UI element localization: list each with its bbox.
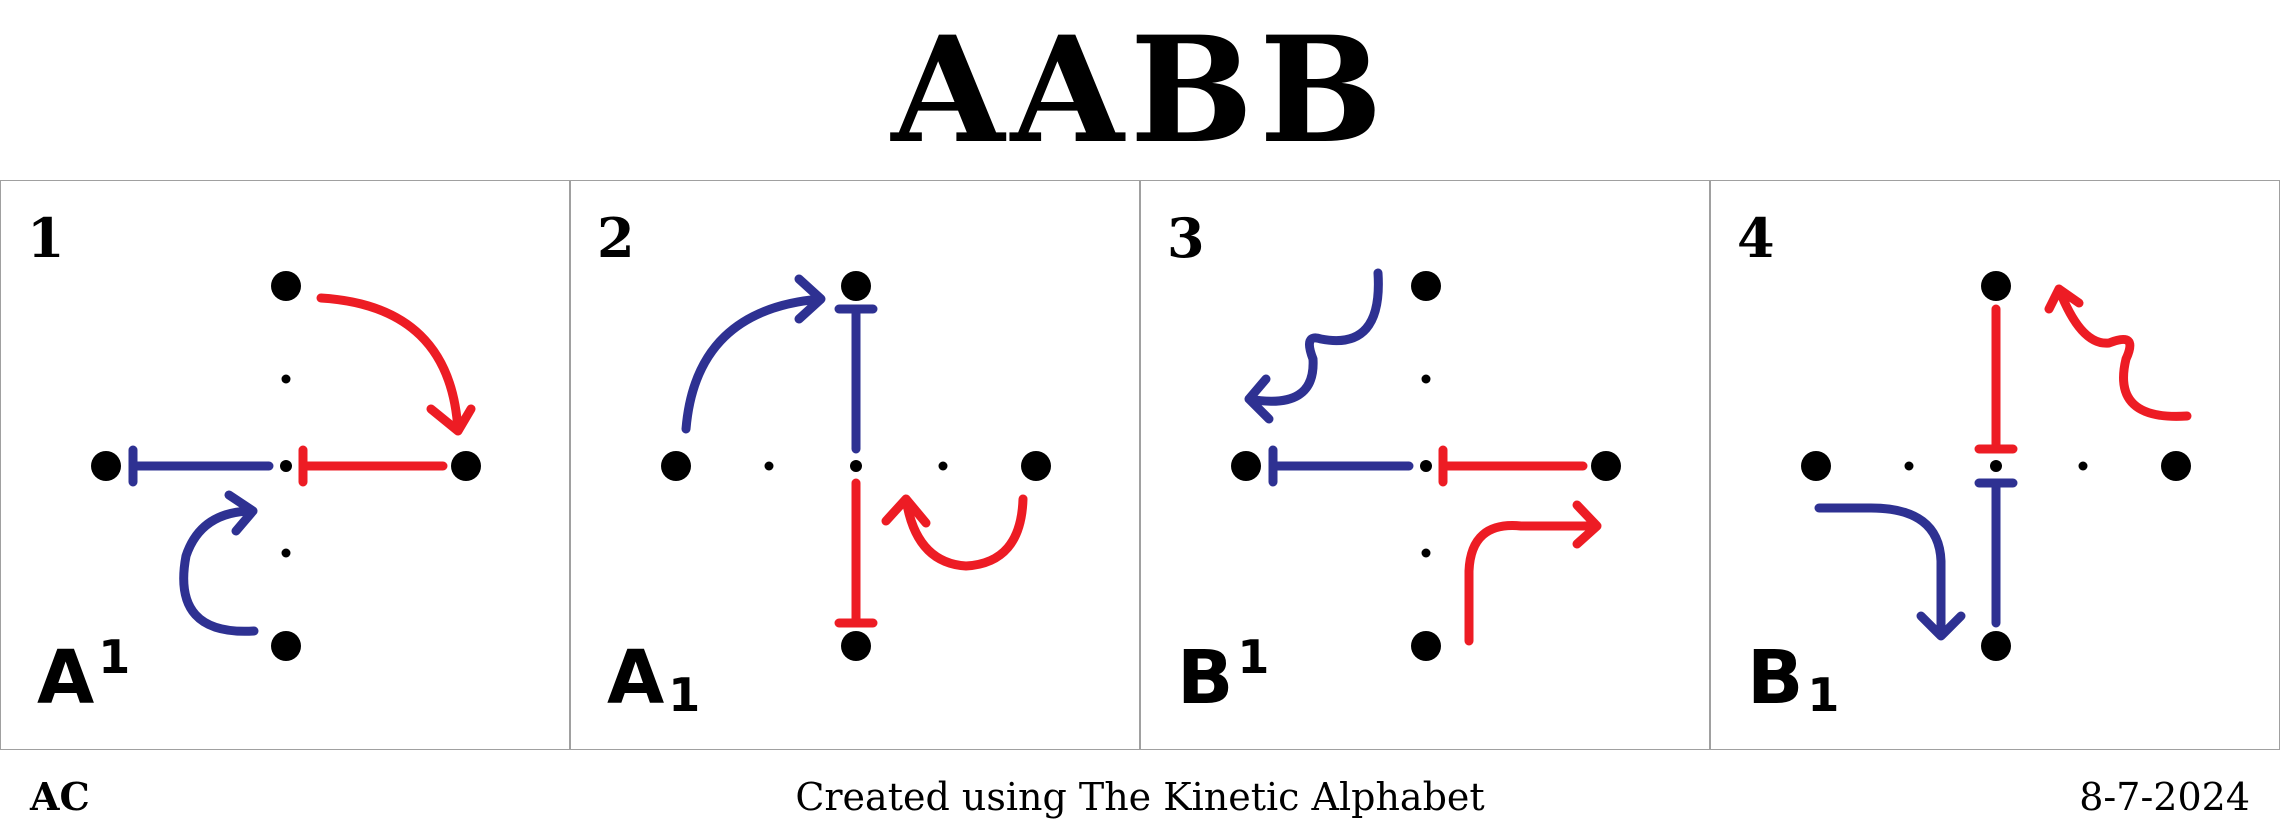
panel-1-diagram xyxy=(91,271,481,661)
blue-bar-up xyxy=(834,304,878,454)
red-bar-right xyxy=(298,445,448,487)
blue-bar-left xyxy=(1268,445,1414,487)
small-dot xyxy=(1421,374,1431,384)
dot-right xyxy=(2161,451,2191,481)
dot-top xyxy=(1981,271,2011,301)
small-dot xyxy=(1904,461,1914,471)
panel-letter: B xyxy=(1747,635,1804,721)
dot-bottom xyxy=(1981,631,2011,661)
panel-3-diagram xyxy=(1231,268,1621,661)
dot-center xyxy=(1420,460,1432,472)
panel-number: 1 xyxy=(27,206,65,270)
dot-left xyxy=(91,451,121,481)
dot-right xyxy=(1591,451,1621,481)
dot-right xyxy=(1021,451,1051,481)
dot-left xyxy=(1231,451,1261,481)
panel-label: A1 xyxy=(607,641,700,718)
small-dot xyxy=(764,461,774,471)
dot-bottom xyxy=(841,631,871,661)
panel-letter: A xyxy=(37,635,95,721)
small-dot xyxy=(1421,548,1431,558)
dot-bottom xyxy=(271,631,301,661)
red-wavy-arrow xyxy=(2044,284,2192,421)
dot-grid xyxy=(1801,271,2191,661)
credit-text: Created using The Kinetic Alphabet xyxy=(795,775,1485,819)
author-initials: AC xyxy=(30,774,90,819)
blue-wavy-arrow xyxy=(1244,268,1383,424)
red-curved-arrow xyxy=(1464,500,1602,646)
dot-center xyxy=(280,460,292,472)
blue-curved-arrow xyxy=(1814,503,1966,641)
panel-1: 1 A1 xyxy=(0,180,570,750)
panel-label: B1 xyxy=(1747,641,1839,718)
panel-4-diagram xyxy=(1801,271,2192,661)
dot-center xyxy=(850,460,862,472)
panel-label: A1 xyxy=(37,634,130,715)
panel-number: 4 xyxy=(1737,206,1775,270)
panel-label: B1 xyxy=(1177,634,1269,715)
dot-left xyxy=(1801,451,1831,481)
dot-top xyxy=(271,271,301,301)
small-dot xyxy=(281,374,291,384)
dot-top xyxy=(841,271,871,301)
small-dot xyxy=(2078,461,2088,471)
footer: AC Created using The Kinetic Alphabet 8-… xyxy=(0,770,2280,830)
red-bar-down xyxy=(834,478,878,628)
page-title: AABB xyxy=(891,5,1389,176)
date-text: 8-7-2024 xyxy=(2079,775,2250,819)
red-bar-right xyxy=(1438,445,1588,487)
dot-right xyxy=(451,451,481,481)
panel-3: 3 B1 xyxy=(1140,180,1710,750)
panel-letter: A xyxy=(607,635,665,721)
panel-number: 2 xyxy=(597,206,635,270)
panel-number: 3 xyxy=(1167,206,1205,270)
blue-curved-arrow xyxy=(179,490,259,636)
blue-bar-down xyxy=(1974,478,2018,628)
panel-superscript: 1 xyxy=(98,630,131,684)
dot-top xyxy=(1411,271,1441,301)
panel-row: 1 A1 2 A1 xyxy=(0,180,2280,750)
red-curved-arrow xyxy=(881,494,1028,571)
panel-2-diagram xyxy=(661,271,1051,661)
dot-bottom xyxy=(1411,631,1441,661)
dot-grid xyxy=(661,271,1051,661)
blue-bar-left xyxy=(128,445,274,487)
panel-superscript: 1 xyxy=(1237,630,1270,684)
red-bar-up xyxy=(1974,304,2018,454)
small-dot xyxy=(281,548,291,558)
dot-left xyxy=(661,451,691,481)
panel-subscript: 1 xyxy=(668,668,701,722)
small-dot xyxy=(938,461,948,471)
panel-letter: B xyxy=(1177,635,1234,721)
blue-curved-arrow xyxy=(681,274,826,434)
panel-4: 4 B1 xyxy=(1710,180,2280,750)
red-curved-arrow xyxy=(316,293,476,436)
dot-center xyxy=(1990,460,2002,472)
panel-subscript: 1 xyxy=(1807,668,1840,722)
panel-2: 2 A1 xyxy=(570,180,1140,750)
